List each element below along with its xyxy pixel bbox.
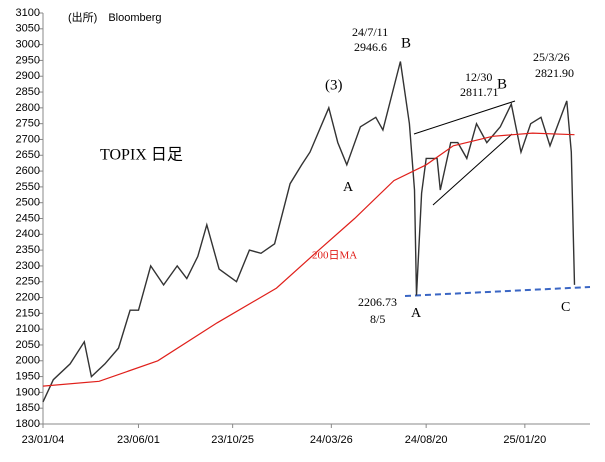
trend-line (432, 133, 513, 206)
annotation: 24/7/11 (352, 25, 388, 39)
y-tick-label: 2950 (16, 54, 40, 66)
source: (出所) Bloomberg (68, 10, 162, 24)
annotation: 2821.90 (535, 66, 574, 80)
annotation: B (497, 76, 507, 92)
y-tick-label: 2850 (16, 86, 40, 98)
y-tick-label: 2700 (16, 133, 40, 145)
annotation: A (411, 306, 422, 321)
annotation: A (343, 180, 354, 195)
x-tick-label: 24/03/26 (310, 434, 353, 446)
x-tick-label: 23/10/25 (211, 434, 254, 446)
y-tick-label: 2300 (16, 260, 40, 272)
y-tick-label: 2500 (16, 197, 40, 209)
y-tick-label: 2150 (16, 307, 40, 319)
price-line (42, 61, 576, 403)
x-tick-label: 23/06/01 (117, 434, 160, 446)
y-tick-label: 3050 (16, 23, 40, 35)
annotation: C (561, 300, 570, 315)
y-tick-label: 2450 (16, 212, 40, 224)
y-tick-label: 2050 (16, 339, 40, 351)
y-tick-label: 1850 (16, 402, 40, 414)
y-tick-label: 2250 (16, 276, 40, 288)
support-line (404, 286, 591, 297)
x-tick-label: 23/01/04 (22, 434, 65, 446)
annotation: 2206.73 (358, 295, 397, 309)
y-tick-label: 2650 (16, 149, 40, 161)
trend-line (413, 100, 516, 135)
y-tick-label: 3000 (16, 39, 40, 51)
y-tick-label: 2000 (16, 355, 40, 367)
annotation: 25/3/26 (533, 50, 570, 64)
y-tick-label: 1900 (16, 386, 40, 398)
y-tick-label: 2100 (16, 323, 40, 335)
y-tick-label: 2900 (16, 70, 40, 82)
legend-ma: 200日MA (312, 250, 357, 262)
y-tick-label: 3100 (16, 7, 40, 19)
annotation: 2811.71 (460, 85, 499, 99)
y-tick-label: 2550 (16, 181, 40, 193)
x-tick-label: 25/01/20 (503, 434, 546, 446)
annotation: (3) (325, 77, 343, 93)
x-tick-label: 24/08/20 (405, 434, 448, 446)
annotation: B (401, 35, 411, 51)
y-tick-label: 1950 (16, 370, 40, 382)
y-tick-label: 2750 (16, 118, 40, 130)
annotation: 12/30 (465, 70, 492, 84)
y-tick-label: 2800 (16, 102, 40, 114)
y-tick-label: 2350 (16, 244, 40, 256)
y-tick-label: 2400 (16, 228, 40, 240)
chart-title: TOPIX 日足 (100, 147, 183, 164)
y-tick-label: 1800 (16, 418, 40, 430)
annotation: 2946.6 (354, 40, 387, 54)
price-line (42, 132, 575, 387)
y-tick-label: 2200 (16, 291, 40, 303)
annotation: 8/5 (370, 312, 385, 326)
y-tick-label: 2600 (16, 165, 40, 177)
